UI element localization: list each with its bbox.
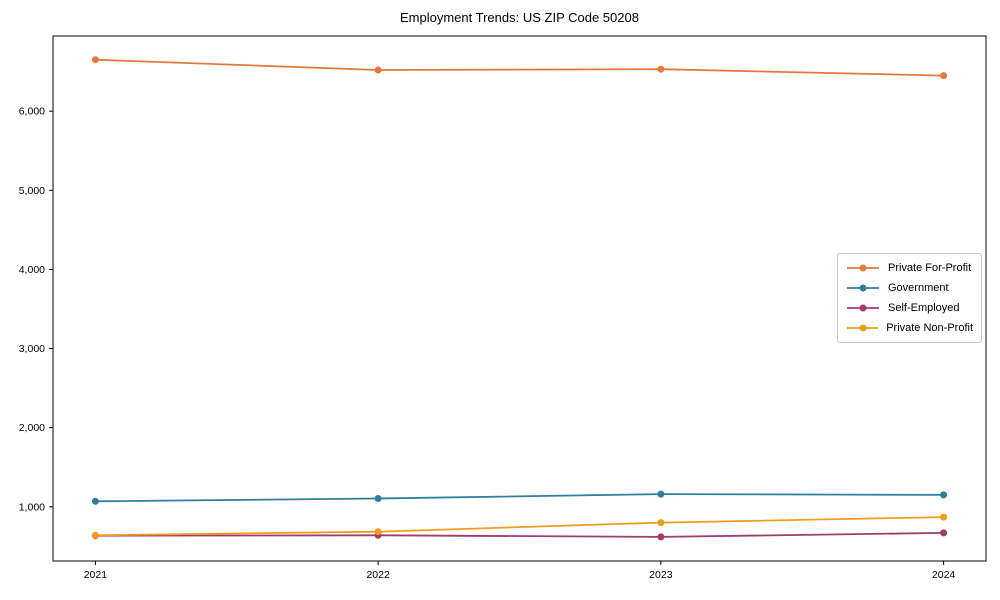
y-axis-tick-label: 3,000 — [19, 343, 45, 355]
data-point-government-2024 — [940, 491, 948, 499]
legend-item-self-employed: Self-Employed — [846, 301, 973, 315]
series-line-self-employed — [94, 532, 945, 538]
x-axis-tick-label: 2024 — [932, 569, 956, 581]
x-axis-tick-label: 2023 — [649, 569, 673, 581]
y-axis-tick-label: 4,000 — [19, 264, 45, 276]
data-point-private-for-profit-2023 — [657, 65, 665, 73]
data-point-self-employed-2024 — [940, 529, 948, 537]
series-line-government — [94, 493, 945, 503]
data-point-private-for-profit-2022 — [374, 66, 382, 74]
data-point-self-employed-2023 — [657, 533, 665, 541]
data-point-government-2022 — [374, 495, 382, 502]
series-line-private-non-profit — [94, 516, 945, 537]
plot-border — [52, 35, 987, 562]
data-point-private-non-profit-2021 — [91, 531, 99, 539]
legend-label: Private Non-Profit — [886, 322, 973, 334]
legend-swatch-government-icon — [847, 284, 879, 292]
data-point-private-non-profit-2022 — [374, 528, 382, 536]
data-point-government-2021 — [91, 497, 99, 505]
legend-label: Government — [888, 282, 949, 294]
data-point-private-for-profit-2024 — [940, 72, 948, 80]
legend-swatch-private-non-profit-icon — [847, 324, 879, 332]
data-point-private-for-profit-2021 — [91, 56, 99, 64]
legend-item-private-for-profit: Private For-Profit — [846, 261, 973, 275]
legend-item-government: Government — [846, 281, 973, 295]
legend-swatch-self-employed-icon — [847, 304, 879, 312]
y-axis-tick-label: 1,000 — [19, 501, 45, 513]
y-axis-tick-label: 2,000 — [19, 422, 45, 434]
chart-title: Employment Trends: US ZIP Code 50208 — [400, 10, 639, 25]
series-line-private-for-profit — [94, 58, 945, 77]
legend-swatch-private-for-profit-icon — [847, 264, 879, 272]
y-axis-tick-label: 5,000 — [19, 185, 45, 197]
data-point-private-non-profit-2024 — [940, 513, 948, 521]
x-axis-tick-label: 2021 — [84, 569, 108, 581]
data-point-private-non-profit-2023 — [657, 519, 665, 527]
legend-item-private-non-profit: Private Non-Profit — [846, 321, 973, 335]
legend: Private For-Profit Government Self-Employe… — [837, 253, 982, 343]
x-axis-tick-label: 2022 — [366, 569, 390, 581]
legend-label: Self-Employed — [888, 302, 960, 314]
legend-label: Private For-Profit — [888, 262, 972, 274]
y-axis-tick-label: 6,000 — [19, 106, 45, 118]
data-point-government-2023 — [657, 490, 665, 498]
